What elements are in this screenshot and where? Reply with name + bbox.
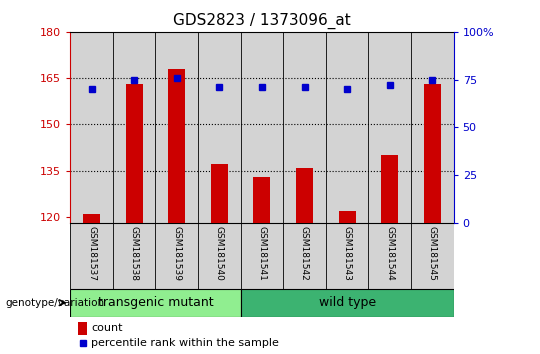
Bar [253, 177, 271, 223]
Bar [339, 211, 356, 223]
Bar [70, 289, 241, 317]
Text: GSM181543: GSM181543 [342, 226, 352, 281]
Title: GDS2823 / 1373096_at: GDS2823 / 1373096_at [173, 13, 351, 29]
Bar [368, 32, 411, 223]
Bar [368, 223, 411, 289]
Bar [326, 32, 368, 223]
Text: GSM181540: GSM181540 [215, 226, 224, 281]
Text: GSM181544: GSM181544 [385, 226, 394, 281]
Bar [70, 223, 113, 289]
Text: percentile rank within the sample: percentile rank within the sample [91, 338, 279, 348]
Bar [198, 32, 241, 223]
Bar [113, 223, 156, 289]
Text: transgenic mutant: transgenic mutant [98, 296, 213, 309]
Bar [296, 167, 313, 223]
Text: GSM181537: GSM181537 [87, 226, 96, 281]
Bar [70, 32, 113, 223]
Bar [168, 69, 185, 223]
Bar [241, 289, 454, 317]
Bar [283, 223, 326, 289]
Bar [156, 223, 198, 289]
Bar [326, 223, 368, 289]
Bar [424, 84, 441, 223]
Text: GSM181539: GSM181539 [172, 226, 181, 281]
Bar [211, 165, 228, 223]
Text: GSM181545: GSM181545 [428, 226, 437, 281]
Bar [411, 223, 454, 289]
Bar [198, 223, 241, 289]
Bar [126, 84, 143, 223]
Bar [78, 322, 87, 335]
Bar [241, 32, 283, 223]
Text: GSM181542: GSM181542 [300, 226, 309, 281]
Bar [411, 32, 454, 223]
Text: count: count [91, 324, 123, 333]
Bar [113, 32, 156, 223]
Text: GSM181541: GSM181541 [258, 226, 266, 281]
Text: wild type: wild type [319, 296, 376, 309]
Bar [83, 214, 100, 223]
Bar [381, 155, 398, 223]
Text: GSM181538: GSM181538 [130, 226, 139, 281]
Bar [241, 223, 283, 289]
Bar [283, 32, 326, 223]
Text: genotype/variation: genotype/variation [5, 298, 105, 308]
Bar [156, 32, 198, 223]
